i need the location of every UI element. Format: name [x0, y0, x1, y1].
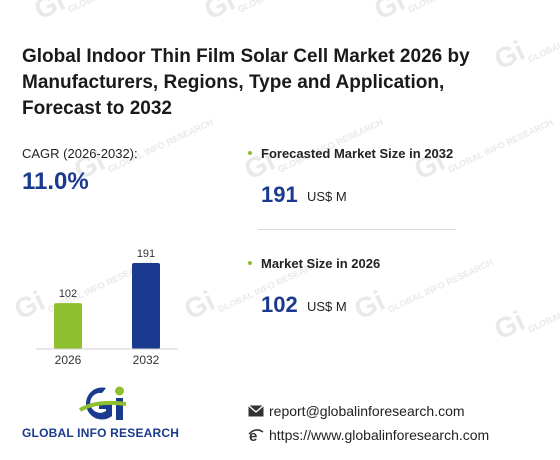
bullet-icon [248, 261, 252, 265]
current-value: 102 [261, 292, 298, 317]
forecast-unit: US$ M [307, 189, 347, 204]
svg-text:e: e [249, 428, 257, 442]
logo-text: GLOBAL INFO RESEARCH [22, 426, 180, 440]
cagr-label: CAGR (2026-2032): [22, 146, 138, 161]
cagr-value: 11.0% [22, 168, 89, 195]
bar-value-label: 191 [137, 248, 155, 260]
website-link[interactable]: https://www.globalinforesearch.com [269, 427, 490, 443]
bar-2026 [54, 303, 82, 349]
forecast-value: 191 [261, 182, 298, 207]
forecast-label: Forecasted Market Size in 2032 [261, 146, 454, 161]
current-unit: US$ M [307, 299, 347, 314]
email-link[interactable]: report@globalinforesearch.com [269, 403, 465, 419]
metric-divider [258, 229, 456, 230]
browser-e-icon: e [248, 428, 264, 442]
envelope-icon [248, 404, 264, 417]
bullet-icon [248, 151, 252, 155]
bar-value-label: 102 [59, 288, 77, 300]
current-label: Market Size in 2026 [261, 256, 381, 271]
logo-mark-icon [78, 386, 127, 420]
bar-2032 [132, 263, 160, 349]
category-label: 2032 [133, 353, 160, 367]
page-title: Global Indoor Thin Film Solar Cell Marke… [22, 46, 470, 119]
category-label: 2026 [55, 353, 82, 367]
company-logo: GLOBAL INFO RESEARCH [22, 380, 192, 440]
